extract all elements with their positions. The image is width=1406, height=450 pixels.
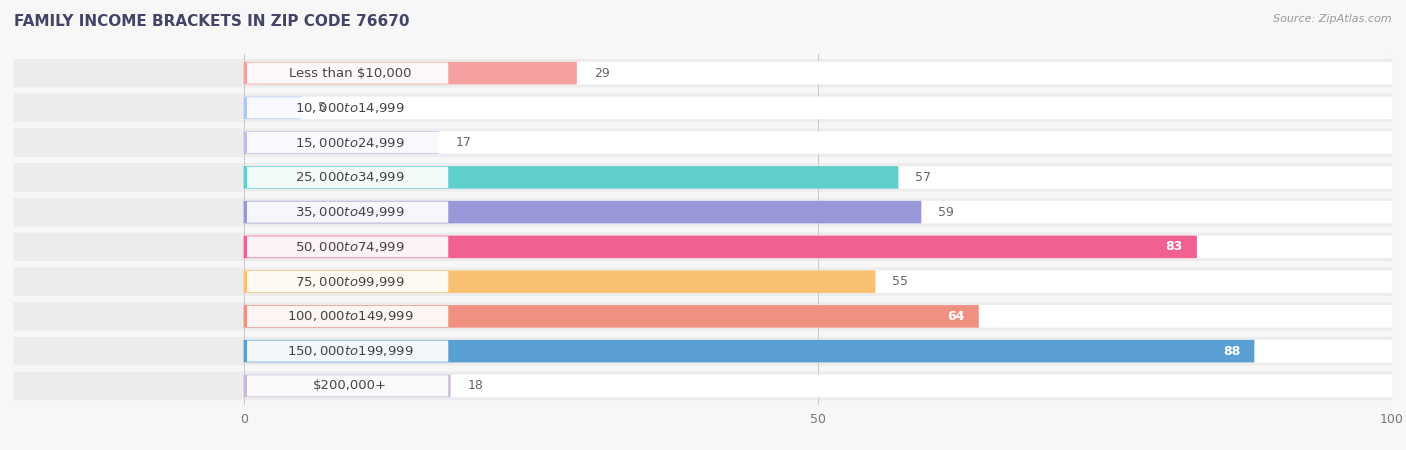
- FancyBboxPatch shape: [243, 374, 450, 397]
- Text: $100,000 to $149,999: $100,000 to $149,999: [287, 310, 413, 324]
- Text: $25,000 to $34,999: $25,000 to $34,999: [295, 171, 405, 184]
- FancyBboxPatch shape: [243, 62, 1392, 85]
- Text: Less than $10,000: Less than $10,000: [288, 67, 411, 80]
- FancyBboxPatch shape: [247, 167, 449, 188]
- FancyBboxPatch shape: [247, 63, 449, 84]
- FancyBboxPatch shape: [243, 62, 576, 85]
- FancyBboxPatch shape: [243, 131, 1392, 154]
- Text: 59: 59: [938, 206, 955, 219]
- FancyBboxPatch shape: [14, 198, 1392, 226]
- FancyBboxPatch shape: [247, 97, 449, 118]
- FancyBboxPatch shape: [243, 270, 1392, 293]
- FancyBboxPatch shape: [243, 270, 876, 293]
- FancyBboxPatch shape: [243, 340, 1254, 362]
- FancyBboxPatch shape: [243, 201, 921, 223]
- Text: 55: 55: [893, 275, 908, 288]
- Text: $50,000 to $74,999: $50,000 to $74,999: [295, 240, 405, 254]
- FancyBboxPatch shape: [14, 267, 1392, 296]
- FancyBboxPatch shape: [243, 166, 898, 189]
- FancyBboxPatch shape: [247, 202, 449, 223]
- FancyBboxPatch shape: [14, 163, 1392, 192]
- Text: $35,000 to $49,999: $35,000 to $49,999: [295, 205, 405, 219]
- FancyBboxPatch shape: [243, 374, 1392, 397]
- Text: 88: 88: [1223, 345, 1240, 358]
- FancyBboxPatch shape: [243, 201, 1392, 223]
- FancyBboxPatch shape: [14, 59, 1392, 87]
- Text: $75,000 to $99,999: $75,000 to $99,999: [295, 274, 405, 288]
- FancyBboxPatch shape: [243, 236, 1392, 258]
- FancyBboxPatch shape: [247, 271, 449, 292]
- FancyBboxPatch shape: [243, 166, 1392, 189]
- FancyBboxPatch shape: [14, 233, 1392, 261]
- FancyBboxPatch shape: [247, 306, 449, 327]
- Text: 5: 5: [318, 101, 326, 114]
- Text: 57: 57: [915, 171, 931, 184]
- FancyBboxPatch shape: [247, 132, 449, 153]
- FancyBboxPatch shape: [243, 97, 1392, 119]
- Text: $150,000 to $199,999: $150,000 to $199,999: [287, 344, 413, 358]
- FancyBboxPatch shape: [14, 128, 1392, 157]
- Text: 29: 29: [593, 67, 610, 80]
- FancyBboxPatch shape: [247, 236, 449, 257]
- FancyBboxPatch shape: [243, 97, 301, 119]
- FancyBboxPatch shape: [243, 131, 439, 154]
- FancyBboxPatch shape: [247, 341, 449, 362]
- FancyBboxPatch shape: [14, 302, 1392, 331]
- FancyBboxPatch shape: [14, 94, 1392, 122]
- FancyBboxPatch shape: [243, 236, 1197, 258]
- FancyBboxPatch shape: [14, 337, 1392, 365]
- FancyBboxPatch shape: [243, 305, 1392, 328]
- Text: 18: 18: [468, 379, 484, 392]
- Text: FAMILY INCOME BRACKETS IN ZIP CODE 76670: FAMILY INCOME BRACKETS IN ZIP CODE 76670: [14, 14, 409, 28]
- Text: 64: 64: [948, 310, 965, 323]
- Text: $10,000 to $14,999: $10,000 to $14,999: [295, 101, 405, 115]
- Text: $200,000+: $200,000+: [314, 379, 387, 392]
- FancyBboxPatch shape: [243, 340, 1392, 362]
- Text: Source: ZipAtlas.com: Source: ZipAtlas.com: [1274, 14, 1392, 23]
- FancyBboxPatch shape: [14, 372, 1392, 400]
- Text: 83: 83: [1166, 240, 1182, 253]
- Text: $15,000 to $24,999: $15,000 to $24,999: [295, 135, 405, 149]
- FancyBboxPatch shape: [243, 305, 979, 328]
- Text: 17: 17: [456, 136, 472, 149]
- FancyBboxPatch shape: [247, 375, 449, 396]
